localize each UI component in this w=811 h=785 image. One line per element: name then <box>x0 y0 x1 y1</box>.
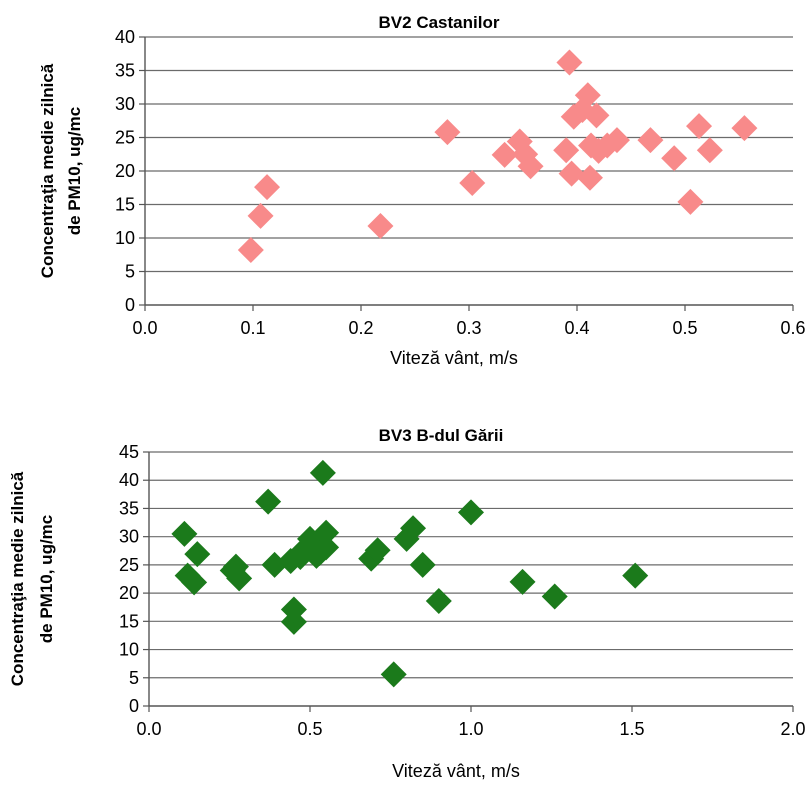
data-point <box>459 170 486 197</box>
data-point <box>517 153 544 180</box>
data-point <box>171 520 198 547</box>
data-point <box>255 488 282 515</box>
y-tick-label: 35 <box>115 61 135 81</box>
x-tick-label: 0.0 <box>136 719 161 739</box>
data-point <box>491 141 518 168</box>
x-axis-label: Viteză vânt, m/s <box>390 348 518 368</box>
data-point <box>583 102 610 129</box>
y-tick-label: 5 <box>129 668 139 688</box>
data-point <box>313 519 340 546</box>
data-point <box>237 237 264 264</box>
data-point <box>226 565 253 592</box>
y-tick-label: 35 <box>119 498 139 518</box>
data-point <box>731 115 758 142</box>
y-tick-label: 0 <box>129 696 139 716</box>
y-tick-label: 5 <box>125 262 135 282</box>
data-point <box>434 119 461 146</box>
y-tick-label: 15 <box>119 611 139 631</box>
data-point <box>400 515 427 542</box>
data-point <box>677 188 704 215</box>
data-point <box>184 541 211 568</box>
data-point <box>181 569 208 596</box>
y-tick-label: 10 <box>115 228 135 248</box>
data-point <box>425 588 452 615</box>
y-axis-label-line: de PM10, ug/mc <box>37 515 56 643</box>
data-point <box>541 583 568 610</box>
y-tick-label: 40 <box>115 27 135 47</box>
x-tick-label: 0.6 <box>780 318 805 338</box>
data-point <box>309 459 336 486</box>
data-point <box>576 164 603 191</box>
x-tick-label: 0.5 <box>672 318 697 338</box>
data-point <box>364 537 391 564</box>
y-tick-label: 15 <box>115 195 135 215</box>
y-tick-label: 30 <box>115 94 135 114</box>
y-tick-label: 20 <box>119 583 139 603</box>
x-tick-label: 0.0 <box>132 318 157 338</box>
data-point <box>247 202 274 229</box>
y-tick-label: 30 <box>119 527 139 547</box>
y-tick-label: 0 <box>125 295 135 315</box>
data-point <box>686 113 713 140</box>
data-point <box>509 568 536 595</box>
chart-title: BV3 B-dul Gării <box>379 426 504 445</box>
chart-2: 0 5 10 15 20 25 30 35 40 45 0.0 0.5 1.0 1.5 2.0 BV3 B-d… <box>8 426 806 781</box>
x-tick-label: 0.4 <box>564 318 589 338</box>
x-axis-label: Viteză vânt, m/s <box>392 761 520 780</box>
y-tick-label: 25 <box>119 555 139 575</box>
x-tick-label: 0.2 <box>348 318 373 338</box>
data-point <box>556 49 583 76</box>
data-point <box>574 82 601 109</box>
x-tick-label: 1.0 <box>458 719 483 739</box>
y-axis-label-line: Concentraţia medie zilnică <box>8 471 27 686</box>
data-point <box>280 596 307 623</box>
data-point <box>661 145 688 172</box>
y-tick-label: 45 <box>119 442 139 462</box>
x-tick-label: 1.5 <box>619 719 644 739</box>
data-point <box>553 137 580 164</box>
data-point <box>367 212 394 239</box>
x-tick-label: 0.1 <box>240 318 265 338</box>
x-tick-label: 0.5 <box>297 719 322 739</box>
y-tick-label: 20 <box>115 161 135 181</box>
data-point <box>637 127 664 154</box>
data-point <box>254 174 281 201</box>
chart-1: 0 5 10 15 20 25 30 35 40 0.0 0.1 0.2 0.3 0.4 0.5 0.6 BV2… <box>38 13 806 368</box>
y-axis-label-line: Concentraţia medie zilnică <box>38 63 57 278</box>
data-point <box>458 499 484 526</box>
data-point <box>696 137 723 164</box>
x-tick-label: 2.0 <box>780 719 805 739</box>
y-axis-label-line: de PM10, ug/mc <box>65 107 84 235</box>
y-tick-label: 10 <box>119 640 139 660</box>
data-point <box>380 661 407 688</box>
data-point <box>603 127 630 154</box>
data-point <box>622 562 649 589</box>
y-tick-label: 25 <box>115 128 135 148</box>
x-tick-label: 0.3 <box>456 318 481 338</box>
data-point <box>313 534 340 561</box>
chart-title: BV2 Castanilor <box>379 13 500 32</box>
data-point <box>558 160 585 187</box>
y-tick-label: 40 <box>119 470 139 490</box>
data-point <box>409 551 436 578</box>
